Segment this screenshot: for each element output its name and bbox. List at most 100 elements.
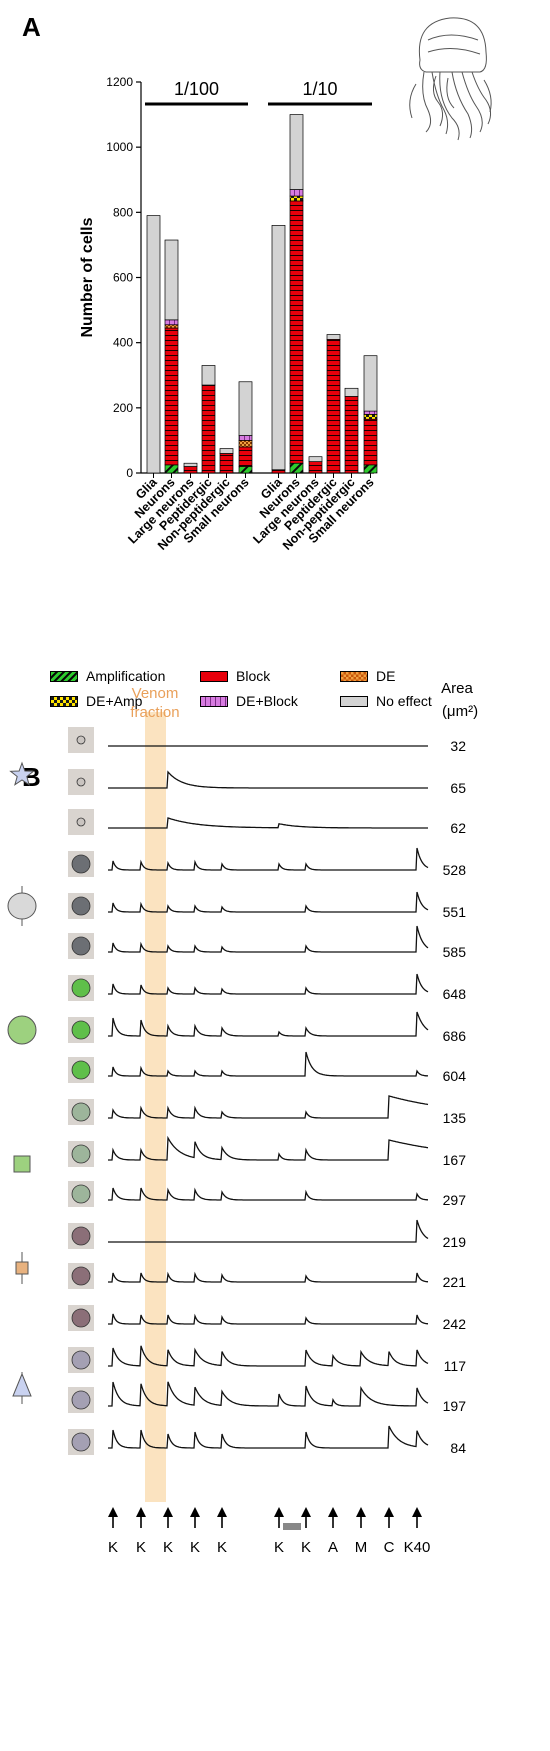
- bar-segment: [238, 381, 253, 436]
- y-tick-label: 200: [113, 401, 133, 415]
- stimulus-label: K: [301, 1539, 311, 1556]
- stimulus-label: C: [384, 1539, 395, 1556]
- area-value: 585: [443, 944, 467, 960]
- cell-image: [71, 1184, 91, 1204]
- jellyfish-drawing: [409, 17, 492, 141]
- area-header: (μm²): [442, 703, 478, 720]
- de-swatch: [340, 670, 368, 682]
- triangle-icon: [12, 1372, 32, 1397]
- small-square-icon: [15, 1261, 29, 1275]
- block-swatch: [200, 670, 228, 682]
- cell-image: [71, 1308, 91, 1328]
- cell-image: [76, 817, 86, 827]
- legend-label: DE+Block: [236, 693, 298, 709]
- area-header: Area: [441, 680, 473, 697]
- cell-image: [71, 1020, 91, 1040]
- y-tick-label: 600: [113, 271, 133, 285]
- amplification-swatch: [50, 670, 78, 682]
- calcium-trace: [108, 1011, 429, 1037]
- calcium-trace: [108, 1271, 429, 1283]
- cell-image: [71, 936, 91, 956]
- oval-icon: [7, 892, 37, 920]
- area-value: 65: [450, 780, 466, 796]
- legend-de-amp: DE+Amp: [50, 693, 142, 709]
- panel-b-letter: B: [22, 762, 41, 792]
- legend-block: Block: [200, 668, 270, 684]
- area-value: 135: [443, 1110, 467, 1126]
- cell-image: [71, 1144, 91, 1164]
- area-value: 604: [443, 1068, 467, 1084]
- area-value: 686: [443, 1028, 467, 1044]
- stimulus-arrow-head: [412, 1507, 422, 1517]
- legend-de: DE: [340, 668, 395, 684]
- venom-label: Venom: [132, 685, 179, 702]
- legend-de-block: DE+Block: [200, 693, 298, 709]
- cell-image: [71, 1390, 91, 1410]
- bar-segment: [363, 355, 378, 412]
- calcium-trace: [108, 973, 429, 995]
- y-tick-label: 1200: [106, 75, 133, 89]
- calcium-trace: [108, 1051, 429, 1077]
- calcium-trace: [108, 1313, 429, 1325]
- stimulus-arrow-head: [384, 1507, 394, 1517]
- stimulus-label: K: [217, 1539, 227, 1556]
- area-value: 62: [450, 820, 466, 836]
- stimulus-arrow-head: [190, 1507, 200, 1517]
- stimulus-arrow-head: [274, 1507, 284, 1517]
- cell-image: [76, 735, 86, 745]
- calcium-trace: [108, 891, 429, 913]
- legend-no-effect: No effect: [340, 693, 432, 709]
- bar-segment: [289, 114, 304, 190]
- calcium-trace: [108, 770, 428, 789]
- area-value: 221: [443, 1274, 467, 1290]
- calcium-trace: [108, 1219, 429, 1243]
- group-label: 1/10: [302, 79, 337, 99]
- area-value: 167: [443, 1152, 467, 1168]
- stimulus-label: K: [274, 1539, 284, 1556]
- stimulus-label: K: [136, 1539, 146, 1556]
- venom-label: fraction: [130, 704, 179, 721]
- calcium-trace: [108, 1381, 429, 1407]
- calcium-trace: [108, 1135, 429, 1161]
- cell-image: [71, 1350, 91, 1370]
- area-value: 84: [450, 1440, 466, 1456]
- stimulus-arrow-head: [163, 1507, 173, 1517]
- area-value: 648: [443, 986, 467, 1002]
- cell-image: [71, 1060, 91, 1080]
- bar-segment: [308, 456, 323, 462]
- circle-icon: [7, 1015, 37, 1045]
- bar-segment: [201, 365, 216, 386]
- treatment-bar: [283, 1523, 301, 1530]
- calcium-trace: [108, 1095, 429, 1119]
- calcium-trace: [108, 817, 428, 829]
- stimulus-arrow-head: [328, 1507, 338, 1517]
- panel-a-letter: A: [22, 12, 41, 42]
- bar-segment: [183, 462, 198, 467]
- area-value: 242: [443, 1316, 467, 1332]
- bar-segment: [271, 225, 286, 471]
- area-value: 32: [450, 738, 466, 754]
- area-value: 551: [443, 904, 467, 920]
- stimulus-label: K40: [404, 1539, 431, 1556]
- cell-image: [76, 777, 86, 787]
- area-value: 528: [443, 862, 467, 878]
- calcium-trace: [108, 925, 429, 953]
- cell-image: [71, 1102, 91, 1122]
- stimulus-label: K: [163, 1539, 173, 1556]
- square-icon: [13, 1155, 31, 1173]
- cell-image: [71, 1432, 91, 1452]
- legend-label: No effect: [376, 693, 432, 709]
- area-value: 219: [443, 1234, 467, 1250]
- stimulus-arrow-head: [356, 1507, 366, 1517]
- de-amp-swatch: [50, 695, 78, 707]
- bar-segment: [326, 334, 341, 340]
- chart-legend: Amplification Block DE DE+Amp DE+Block N…: [50, 668, 530, 718]
- y-axis-label: Number of cells: [79, 217, 96, 337]
- y-tick-label: 800: [113, 205, 133, 219]
- star-icon: [9, 761, 35, 786]
- y-tick-label: 1000: [106, 140, 133, 154]
- area-value: 297: [443, 1192, 467, 1208]
- bar-segment: [164, 239, 179, 321]
- stimulus-arrow-head: [136, 1507, 146, 1517]
